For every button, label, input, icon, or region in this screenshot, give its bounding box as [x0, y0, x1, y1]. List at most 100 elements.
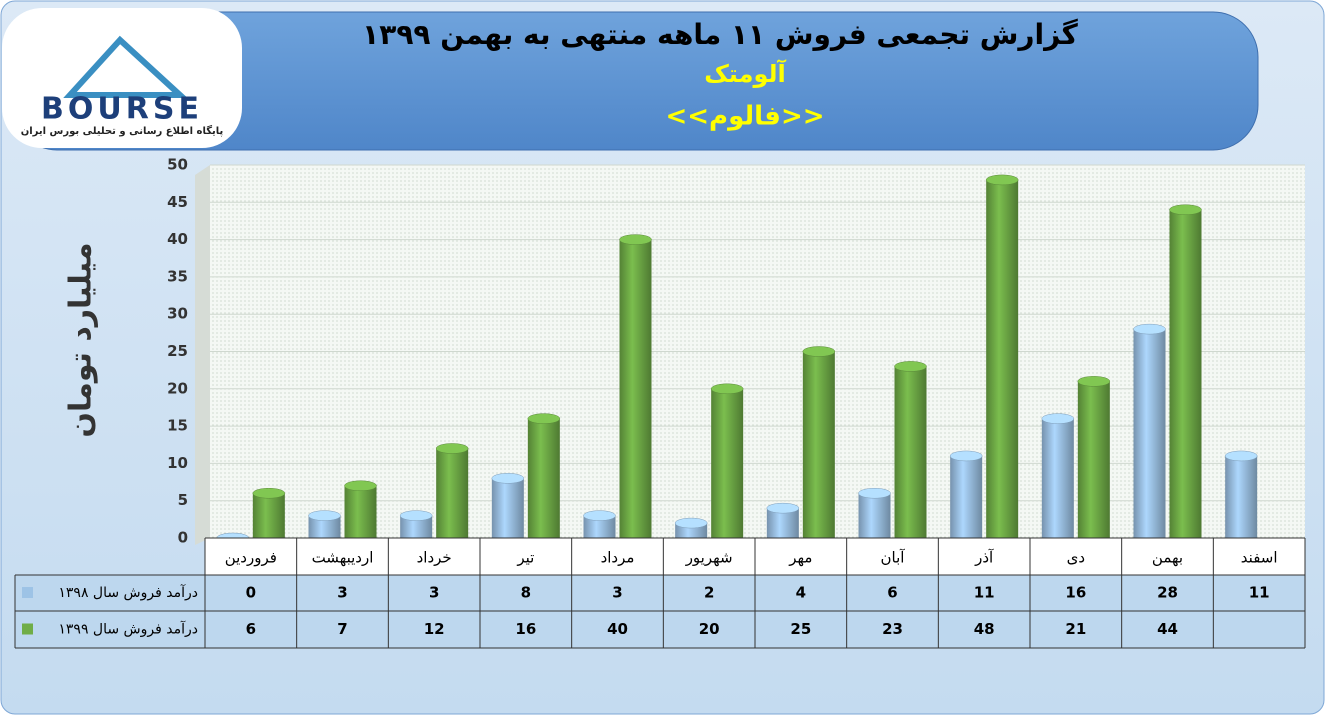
- legend-swatch: [22, 587, 33, 598]
- x-tick-label: مهر: [788, 549, 812, 567]
- bar-cap: [1169, 204, 1202, 216]
- x-tick-label: دی: [1067, 549, 1085, 567]
- bar-cap: [399, 510, 433, 521]
- bar-cap: [308, 510, 341, 521]
- bar-cap: [1077, 376, 1111, 387]
- x-tick-label: بهمن: [1152, 549, 1183, 567]
- table-value: 0: [246, 584, 256, 602]
- chart-title: گزارش تجمعی فروش ۱۱ ماهه منتهی به بهمن ۱…: [362, 18, 1078, 51]
- bar-cap: [1041, 413, 1075, 424]
- table-value: 28: [1157, 584, 1178, 602]
- bar: [400, 515, 433, 538]
- bar: [344, 485, 377, 538]
- logo-caption: پایگاه اطلاع رسانی و تحلیلی بورس ایران: [21, 124, 224, 137]
- x-tick-label: خرداد: [417, 549, 452, 567]
- logo-text: BOURSE: [41, 92, 203, 127]
- chart-subtitle: آلومتک: [704, 59, 786, 88]
- y-tick-label: 5: [178, 491, 188, 509]
- x-tick-label: تیر: [516, 549, 534, 567]
- table-value: 11: [1249, 584, 1270, 602]
- bar: [491, 478, 524, 538]
- bar-cap: [802, 346, 836, 357]
- bar-cap: [344, 480, 377, 492]
- logo-panel: [2, 8, 242, 148]
- bar-cap: [1224, 450, 1258, 462]
- x-tick-label: فروردین: [225, 549, 277, 567]
- table-value: 2: [704, 584, 714, 602]
- plot-wall: [195, 165, 210, 545]
- y-tick-label: 30: [167, 305, 188, 323]
- table-value: 40: [607, 620, 628, 638]
- x-tick-label: آذر: [974, 549, 994, 567]
- bar: [308, 515, 341, 538]
- bar-cap: [985, 174, 1019, 186]
- bar-cap: [583, 510, 616, 521]
- bar: [986, 179, 1019, 539]
- bar-cap: [894, 361, 927, 372]
- bar: [1169, 209, 1202, 538]
- bar-cap: [1133, 323, 1166, 335]
- bar: [1225, 455, 1258, 538]
- legend-label: درآمد فروش سال ۱۳۹۸: [58, 584, 198, 601]
- table-value: 16: [1065, 584, 1086, 602]
- bar: [436, 448, 469, 538]
- table-value: 4: [796, 584, 806, 602]
- bar: [583, 515, 616, 538]
- bar: [711, 388, 744, 538]
- bar: [619, 239, 652, 538]
- y-axis-label: میلیارد تومان: [64, 242, 99, 437]
- bar-cap: [435, 443, 469, 454]
- bar: [858, 493, 891, 538]
- bar: [802, 351, 835, 538]
- bar-cap: [527, 413, 561, 424]
- bar-cap: [766, 502, 800, 514]
- bar: [950, 455, 983, 538]
- bar: [1041, 418, 1074, 538]
- y-tick-label: 40: [167, 230, 188, 248]
- table-value: 23: [882, 620, 903, 638]
- y-tick-label: 15: [167, 417, 188, 435]
- table-value: 11: [974, 584, 995, 602]
- bar: [1133, 329, 1166, 538]
- table-value: 16: [515, 620, 536, 638]
- table-value: 12: [424, 620, 445, 638]
- x-tick-label: مرداد: [601, 549, 635, 567]
- table-value: 3: [612, 584, 622, 602]
- y-tick-label: 35: [167, 267, 188, 285]
- legend-swatch: [22, 623, 33, 635]
- table-value: 20: [699, 620, 720, 638]
- table-value: 3: [429, 584, 439, 602]
- x-tick-label: آبان: [881, 549, 906, 567]
- y-tick-label: 0: [178, 529, 188, 547]
- bar-cap: [858, 487, 891, 499]
- bar-cap: [949, 450, 983, 462]
- y-tick-label: 25: [167, 342, 188, 360]
- bar-cap: [710, 383, 744, 395]
- table-value: 25: [790, 620, 811, 638]
- table-value: 3: [337, 584, 347, 602]
- bar: [894, 366, 927, 538]
- annotation: <<فالوم>>: [665, 102, 824, 132]
- y-tick-label: 45: [167, 193, 188, 211]
- bar-cap: [619, 234, 652, 245]
- y-tick-label: 50: [167, 156, 188, 174]
- bar-cap: [491, 473, 525, 484]
- bar: [1077, 381, 1110, 538]
- table-value: 21: [1065, 620, 1086, 638]
- y-tick-label: 20: [167, 379, 188, 397]
- table-value: 8: [521, 584, 531, 602]
- table-value: 6: [246, 620, 256, 638]
- logo-icon: [63, 35, 188, 98]
- bar-cap: [674, 517, 708, 529]
- table-value: 48: [974, 620, 995, 638]
- bar-cap: [252, 487, 286, 499]
- bar: [252, 493, 285, 538]
- table-value: 7: [337, 620, 347, 638]
- x-tick-label: اردیبهشت: [312, 549, 374, 567]
- x-tick-label: اسفند: [1241, 549, 1278, 567]
- legend-label: درآمد فروش سال ۱۳۹۹: [58, 621, 198, 638]
- y-tick-label: 10: [167, 454, 188, 472]
- table-value: 44: [1157, 620, 1178, 638]
- table-value: 6: [887, 584, 897, 602]
